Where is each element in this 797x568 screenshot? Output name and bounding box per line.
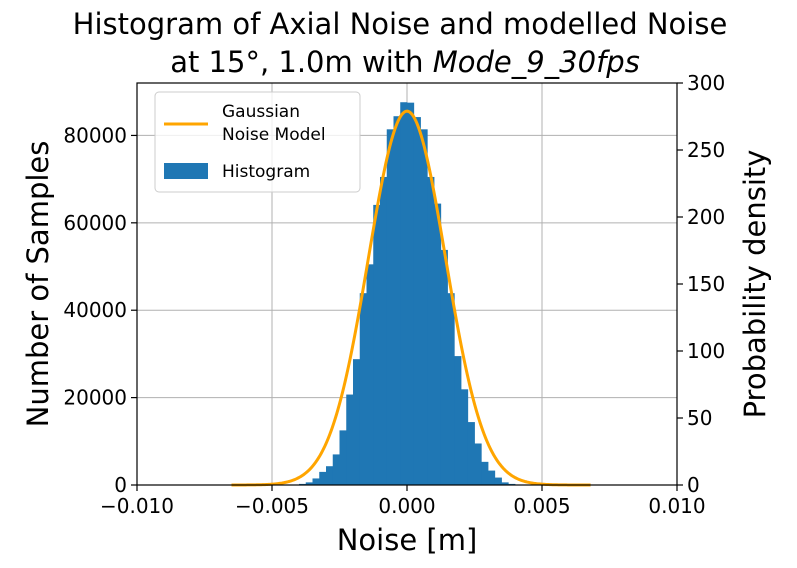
y-axis-label-left: Number of Samples — [21, 141, 55, 428]
histogram-bar — [359, 293, 367, 485]
histogram-bar — [332, 454, 340, 485]
histogram-bars — [299, 102, 516, 486]
histogram-bar — [319, 471, 327, 485]
histogram-bar — [366, 264, 374, 485]
legend-histogram-label: Histogram — [222, 162, 310, 182]
y-axis-label-right: Probability density — [738, 150, 772, 419]
histogram-bar — [380, 176, 388, 485]
y-left-tick-label: 60000 — [63, 211, 127, 235]
histogram-bar — [481, 461, 489, 485]
histogram-bar — [312, 478, 320, 485]
histogram-bar — [339, 430, 347, 485]
histogram-bar — [346, 394, 354, 485]
y-right-tick-label: 150 — [687, 272, 725, 296]
histogram-bar — [373, 204, 381, 485]
histogram-bar — [447, 293, 455, 485]
histogram-bar — [494, 477, 502, 485]
histogram-bar — [440, 249, 448, 485]
y-left-tick-label: 20000 — [63, 386, 127, 410]
histogram-bar — [386, 129, 394, 486]
y-right-tick-label: 250 — [687, 138, 725, 162]
histogram-bar — [454, 356, 462, 485]
legend-gaussian-label-line1: Gaussian — [222, 102, 300, 122]
ticks: −0.010 −0.005 0.000 0.005 0.0100200004000060… — [63, 71, 725, 518]
y-right-tick-label: 300 — [687, 71, 725, 95]
legend: Gaussian Noise Model Histogram — [154, 91, 361, 193]
histogram-bar — [461, 389, 469, 485]
chart-title-line1: Histogram of Axial Noise and modelled No… — [73, 7, 728, 41]
x-axis-label: Noise [m] — [337, 523, 478, 557]
histogram-bar — [467, 422, 475, 485]
legend-gaussian-label-line2: Noise Model — [222, 125, 326, 145]
x-tick-label: 0.000 — [378, 494, 435, 518]
histogram-bar — [413, 117, 421, 485]
histogram-bar — [427, 176, 435, 485]
y-left-tick-label: 80000 — [63, 123, 127, 147]
histogram-bar — [400, 102, 408, 486]
x-tick-label: 0.005 — [513, 494, 570, 518]
y-left-tick-label: 40000 — [63, 298, 127, 322]
gaussian-curve — [231, 109, 591, 487]
histogram-bar — [420, 129, 428, 486]
y-right-tick-label: 200 — [687, 205, 725, 229]
histogram-bar — [326, 466, 334, 485]
chart-title-line2: at 15°, 1.0m with Mode_9_30fps — [170, 45, 640, 79]
histogram-bar — [305, 482, 313, 485]
x-tick-label: −0.005 — [235, 494, 309, 518]
histogram-bar — [393, 116, 401, 486]
x-tick-label: 0.010 — [648, 494, 705, 518]
legend-histogram-swatch — [164, 163, 208, 179]
histogram-bar — [434, 203, 442, 485]
histogram-bar — [407, 102, 415, 486]
y-left-tick-label: 0 — [114, 473, 127, 497]
y-right-tick-label: 100 — [687, 339, 725, 363]
y-right-tick-label: 50 — [687, 406, 712, 430]
histogram-bar — [488, 470, 496, 485]
histogram-bar — [353, 359, 361, 485]
histogram-bar — [474, 443, 482, 485]
y-right-tick-label: 0 — [687, 473, 700, 497]
histogram-bar — [501, 482, 509, 485]
x-tick-label: −0.010 — [100, 494, 174, 518]
